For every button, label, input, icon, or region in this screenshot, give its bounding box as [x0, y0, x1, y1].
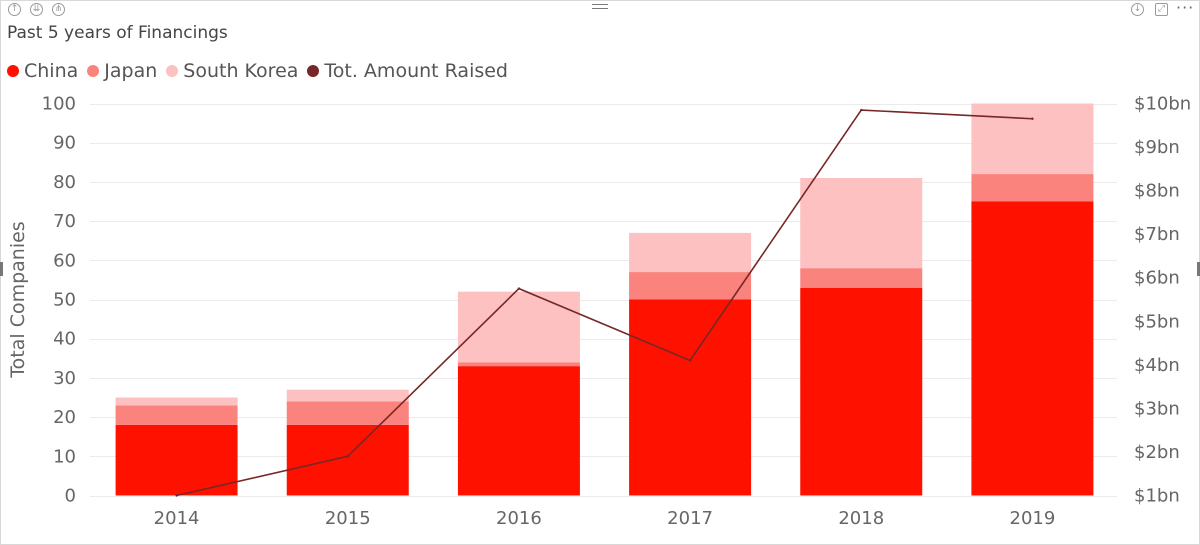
- legend-marker-amount-raised: [307, 65, 320, 77]
- legend-item-china[interactable]: China: [7, 60, 78, 82]
- point-amount-raised-2017: [688, 359, 692, 362]
- legend-label-japan: Japan: [104, 60, 158, 82]
- x-tick-label: 2018: [838, 508, 884, 529]
- legend-marker-japan: [87, 65, 100, 77]
- y2-tick-label: $8bn: [1134, 181, 1180, 202]
- resize-handle-right[interactable]: [1197, 262, 1200, 276]
- y2-tick-label: $4bn: [1134, 355, 1180, 376]
- y2-tick-label: $3bn: [1134, 398, 1180, 419]
- y-tick-label: 50: [53, 290, 76, 311]
- drag-handle[interactable]: [592, 4, 608, 14]
- y2-tick-label: $10bn: [1134, 94, 1191, 115]
- point-amount-raised-2015: [346, 455, 349, 458]
- bar-south-korea-2015: [286, 389, 409, 402]
- bar-china-2019: [971, 201, 1094, 496]
- y-tick-label: 30: [53, 368, 76, 389]
- bar-japan-2014: [115, 405, 238, 425]
- bar-china-2018: [800, 287, 923, 496]
- y2-tick-label: $6bn: [1134, 268, 1180, 289]
- legend-marker-china: [7, 65, 19, 77]
- double-down-arrow-icon[interactable]: ⇊: [30, 3, 43, 16]
- x-tick-label: 2015: [325, 508, 371, 529]
- point-amount-raised-2019: [1031, 117, 1034, 120]
- legend-label-amount-raised: Tot. Amount Raised: [324, 60, 508, 82]
- bar-japan-2017: [629, 272, 752, 300]
- point-amount-raised-2018: [860, 108, 863, 112]
- y-tick-label: 20: [53, 407, 76, 428]
- y2-tick-label: $9bn: [1134, 137, 1180, 158]
- y2-tick-label: $7bn: [1134, 224, 1180, 245]
- legend-label-china: China: [24, 60, 79, 82]
- chart-title: Past 5 years of Financings: [7, 23, 228, 43]
- legend-item-japan[interactable]: Japan: [87, 60, 157, 82]
- point-amount-raised-2016: [517, 287, 521, 290]
- y-tick-label: 80: [53, 172, 76, 193]
- y-tick-label: 0: [65, 486, 76, 507]
- up-arrow-icon[interactable]: ↑: [8, 3, 21, 16]
- legend-marker-south-korea: [166, 65, 179, 77]
- y2-tick-label: $2bn: [1134, 442, 1180, 463]
- y-tick-label: 90: [53, 133, 76, 154]
- y2-tick-label: $1bn: [1134, 486, 1180, 507]
- bar-japan-2018: [800, 268, 923, 288]
- x-tick-label: 2017: [667, 508, 713, 529]
- bar-china-2014: [115, 424, 238, 496]
- drill-down-icon[interactable]: ↓: [1131, 3, 1144, 16]
- bar-japan-2019: [971, 174, 1094, 202]
- focus-mode-icon[interactable]: ⤢: [1155, 3, 1168, 16]
- bar-china-2015: [286, 424, 409, 496]
- bar-japan-2015: [286, 401, 409, 425]
- y-axis-title: Total Companies: [7, 221, 29, 378]
- legend-label-south-korea: South Korea: [183, 60, 299, 82]
- bar-south-korea-2018: [800, 177, 923, 269]
- y-tick-label: 70: [53, 211, 76, 232]
- legend-item-amount-raised[interactable]: Tot. Amount Raised: [307, 60, 508, 82]
- x-tick-label: 2019: [1010, 508, 1056, 529]
- legend-item-south-korea[interactable]: South Korea: [166, 60, 298, 82]
- legend: China Japan South Korea Tot. Amount Rais…: [7, 58, 517, 84]
- x-tick-label: 2016: [496, 508, 542, 529]
- bar-china-2017: [629, 299, 752, 496]
- y2-tick-label: $5bn: [1134, 311, 1180, 332]
- y-tick-label: 60: [53, 250, 76, 271]
- y-tick-label: 100: [42, 94, 76, 115]
- x-tick-label: 2014: [154, 508, 200, 529]
- visual-header: ↑ ⇊ ⋔ ↓ ⤢ ···: [0, 0, 1200, 20]
- point-amount-raised-2014: [175, 494, 178, 497]
- bar-china-2016: [457, 366, 580, 496]
- more-options-icon[interactable]: ···: [1176, 0, 1195, 17]
- expand-hierarchy-icon[interactable]: ⋔: [52, 3, 65, 16]
- line-amount-raised: [176, 109, 1033, 497]
- bar-japan-2016: [457, 362, 580, 367]
- bar-south-korea-2019: [971, 103, 1094, 175]
- bar-south-korea-2017: [629, 232, 752, 273]
- y-tick-label: 40: [53, 329, 76, 350]
- resize-handle-left[interactable]: [0, 262, 3, 276]
- y-tick-label: 10: [53, 446, 76, 467]
- bar-south-korea-2014: [115, 397, 238, 406]
- bar-south-korea-2016: [457, 291, 580, 363]
